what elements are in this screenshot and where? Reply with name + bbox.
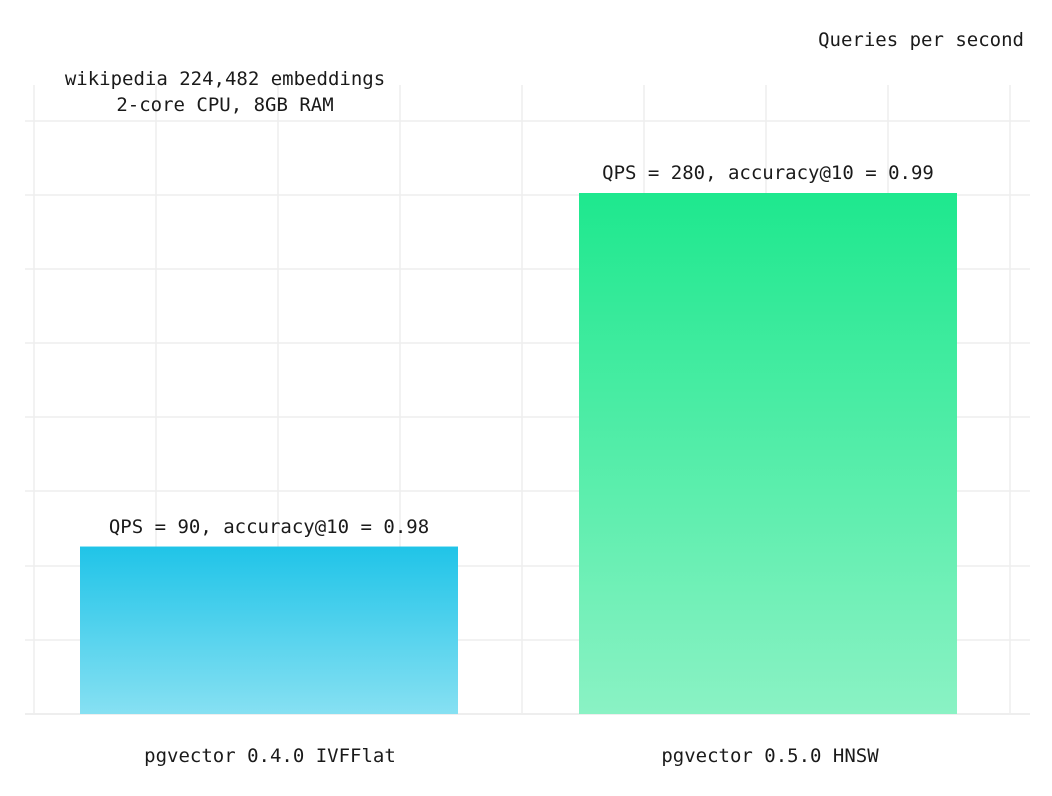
gridlines: [25, 85, 1030, 715]
chart-subtitle-line-2: 2-core CPU, 8GB RAM: [116, 94, 333, 116]
bar: [579, 193, 957, 714]
bars: [80, 193, 957, 714]
bar-data-label: QPS = 280, accuracy@10 = 0.99: [602, 162, 934, 184]
bar: [80, 546, 458, 714]
chart-title: Queries per second: [818, 29, 1024, 51]
x-tick-label: pgvector 0.4.0 IVFFlat: [144, 745, 396, 767]
chart-subtitle-line-1: wikipedia 224,482 embeddings: [65, 68, 385, 90]
bar-data-label: QPS = 90, accuracy@10 = 0.98: [109, 516, 429, 538]
x-tick-label: pgvector 0.5.0 HNSW: [661, 745, 879, 767]
